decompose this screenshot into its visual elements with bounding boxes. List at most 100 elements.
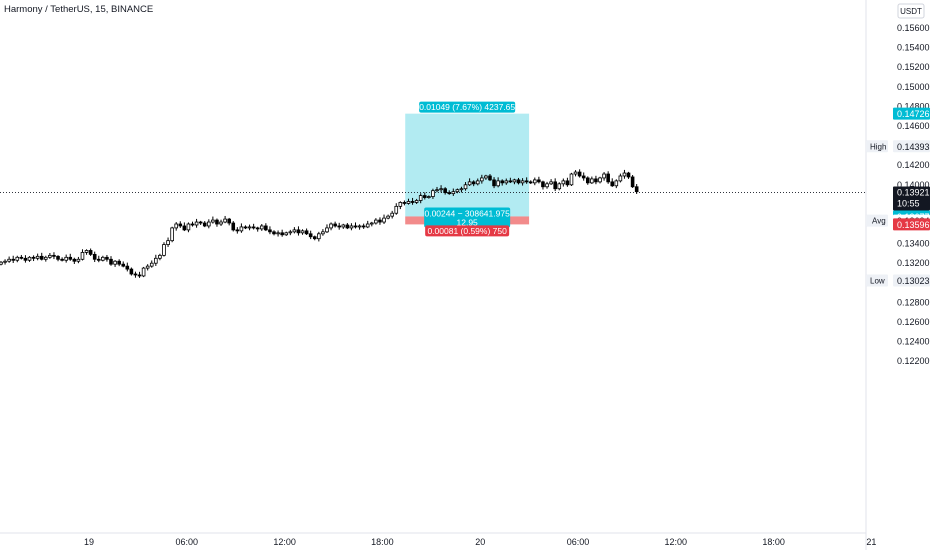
candle-body (435, 189, 439, 192)
candle-body (211, 219, 215, 223)
candle-body (480, 177, 484, 182)
candle-body (215, 219, 219, 225)
candle-body (296, 229, 301, 234)
position-labels: 0.01049 (7.67%) 4237.65 0.00244 − 308641… (419, 101, 515, 237)
candle-body (533, 179, 537, 184)
candle-body (541, 181, 545, 188)
candle-body (137, 274, 142, 277)
candle-body (378, 219, 382, 223)
candle-body (235, 229, 240, 232)
candle-body (117, 260, 121, 265)
candle-body (76, 258, 81, 262)
candle-body (634, 186, 639, 193)
candle-body (516, 179, 521, 184)
bar-countdown-text: 10:55 (897, 199, 920, 209)
low-value-badge (893, 274, 930, 287)
candle-body (141, 267, 146, 277)
candle-body (484, 175, 488, 179)
candle-body (48, 254, 52, 258)
candle-body (382, 217, 386, 223)
time-tick-label: 06:00 (176, 537, 199, 547)
candle-body (105, 256, 109, 260)
candle-body (345, 224, 350, 229)
candle-body (52, 254, 56, 257)
price-tick-label: 0.12400 (897, 337, 930, 347)
candle-body (553, 181, 557, 190)
candle-body (3, 260, 7, 263)
target-price-text: 0.14726 (897, 109, 930, 119)
high-tag-text: High (870, 142, 886, 151)
candle-body (565, 180, 570, 186)
candle-body (207, 221, 211, 227)
candle-body (577, 171, 582, 177)
candle-body (329, 223, 333, 229)
candle-body (255, 227, 260, 230)
candle-body (113, 260, 117, 265)
candle-body (504, 180, 509, 184)
candle-body (19, 256, 24, 259)
candle-body (537, 179, 541, 183)
candle-body (418, 195, 423, 201)
candle-body (186, 223, 191, 231)
current-price-badge (893, 186, 930, 211)
candle-body (459, 188, 464, 191)
center-label-bg (424, 207, 511, 228)
time-tick-label: 21 (866, 537, 876, 547)
currency-button-label[interactable]: USDT (900, 7, 922, 16)
avg-tag-text: Avg (872, 217, 886, 226)
candle-body (272, 231, 276, 235)
price-tick-label: 0.14800 (897, 101, 930, 111)
candle-body (471, 181, 476, 185)
candle-body (231, 222, 236, 231)
time-tick-label: 12:00 (273, 537, 296, 547)
candle-body (259, 225, 264, 230)
candle-body (11, 258, 16, 261)
candle-body (92, 253, 97, 260)
candle-body (467, 181, 472, 186)
candle-body (247, 226, 252, 229)
price-tick-label: 0.14000 (897, 180, 930, 190)
candle-body (312, 236, 317, 240)
candle-body (492, 179, 496, 187)
candle-body (365, 223, 370, 228)
currency-button[interactable]: USDT (897, 3, 925, 19)
candle-body (68, 256, 73, 260)
candle-body (557, 183, 562, 190)
candle-body (321, 231, 325, 235)
candle-body (341, 224, 346, 228)
candle-body (602, 173, 606, 179)
candle-body (386, 215, 390, 219)
candle-body (88, 250, 93, 255)
candle-body (15, 256, 20, 261)
candle-body (463, 184, 468, 190)
candle-body (7, 258, 11, 262)
time-tick-label: 18:00 (762, 537, 785, 547)
candle-body (333, 223, 337, 227)
price-tick-label: 0.15600 (897, 23, 930, 33)
target-price-badge (893, 107, 930, 120)
center-label-line2: 12.95 (457, 217, 479, 227)
candle-body (455, 189, 460, 193)
price-tick-label: 0.15400 (897, 43, 930, 53)
target-zone[interactable] (405, 113, 530, 217)
candle-body (585, 177, 590, 184)
candle-body (145, 265, 150, 269)
candle-body (598, 177, 602, 183)
candle-body (488, 175, 492, 181)
candle-body (414, 200, 419, 203)
candle-body (194, 221, 199, 226)
candle-body (606, 173, 610, 183)
candle-body (227, 218, 231, 224)
time-tick-label: 12:00 (665, 537, 688, 547)
time-axis[interactable]: 19 06:00 12:00 18:00 20 06:00 12:00 18:00 21 (84, 537, 876, 547)
currency-button-frame[interactable] (897, 3, 925, 19)
low-tag-text: Low (870, 277, 885, 286)
candle-body (549, 181, 553, 185)
candle-body (288, 231, 293, 234)
candle-body (508, 180, 513, 183)
candle-body (264, 225, 268, 231)
candle-body (251, 226, 256, 229)
candle-body (304, 230, 309, 235)
candle-body (545, 183, 549, 188)
